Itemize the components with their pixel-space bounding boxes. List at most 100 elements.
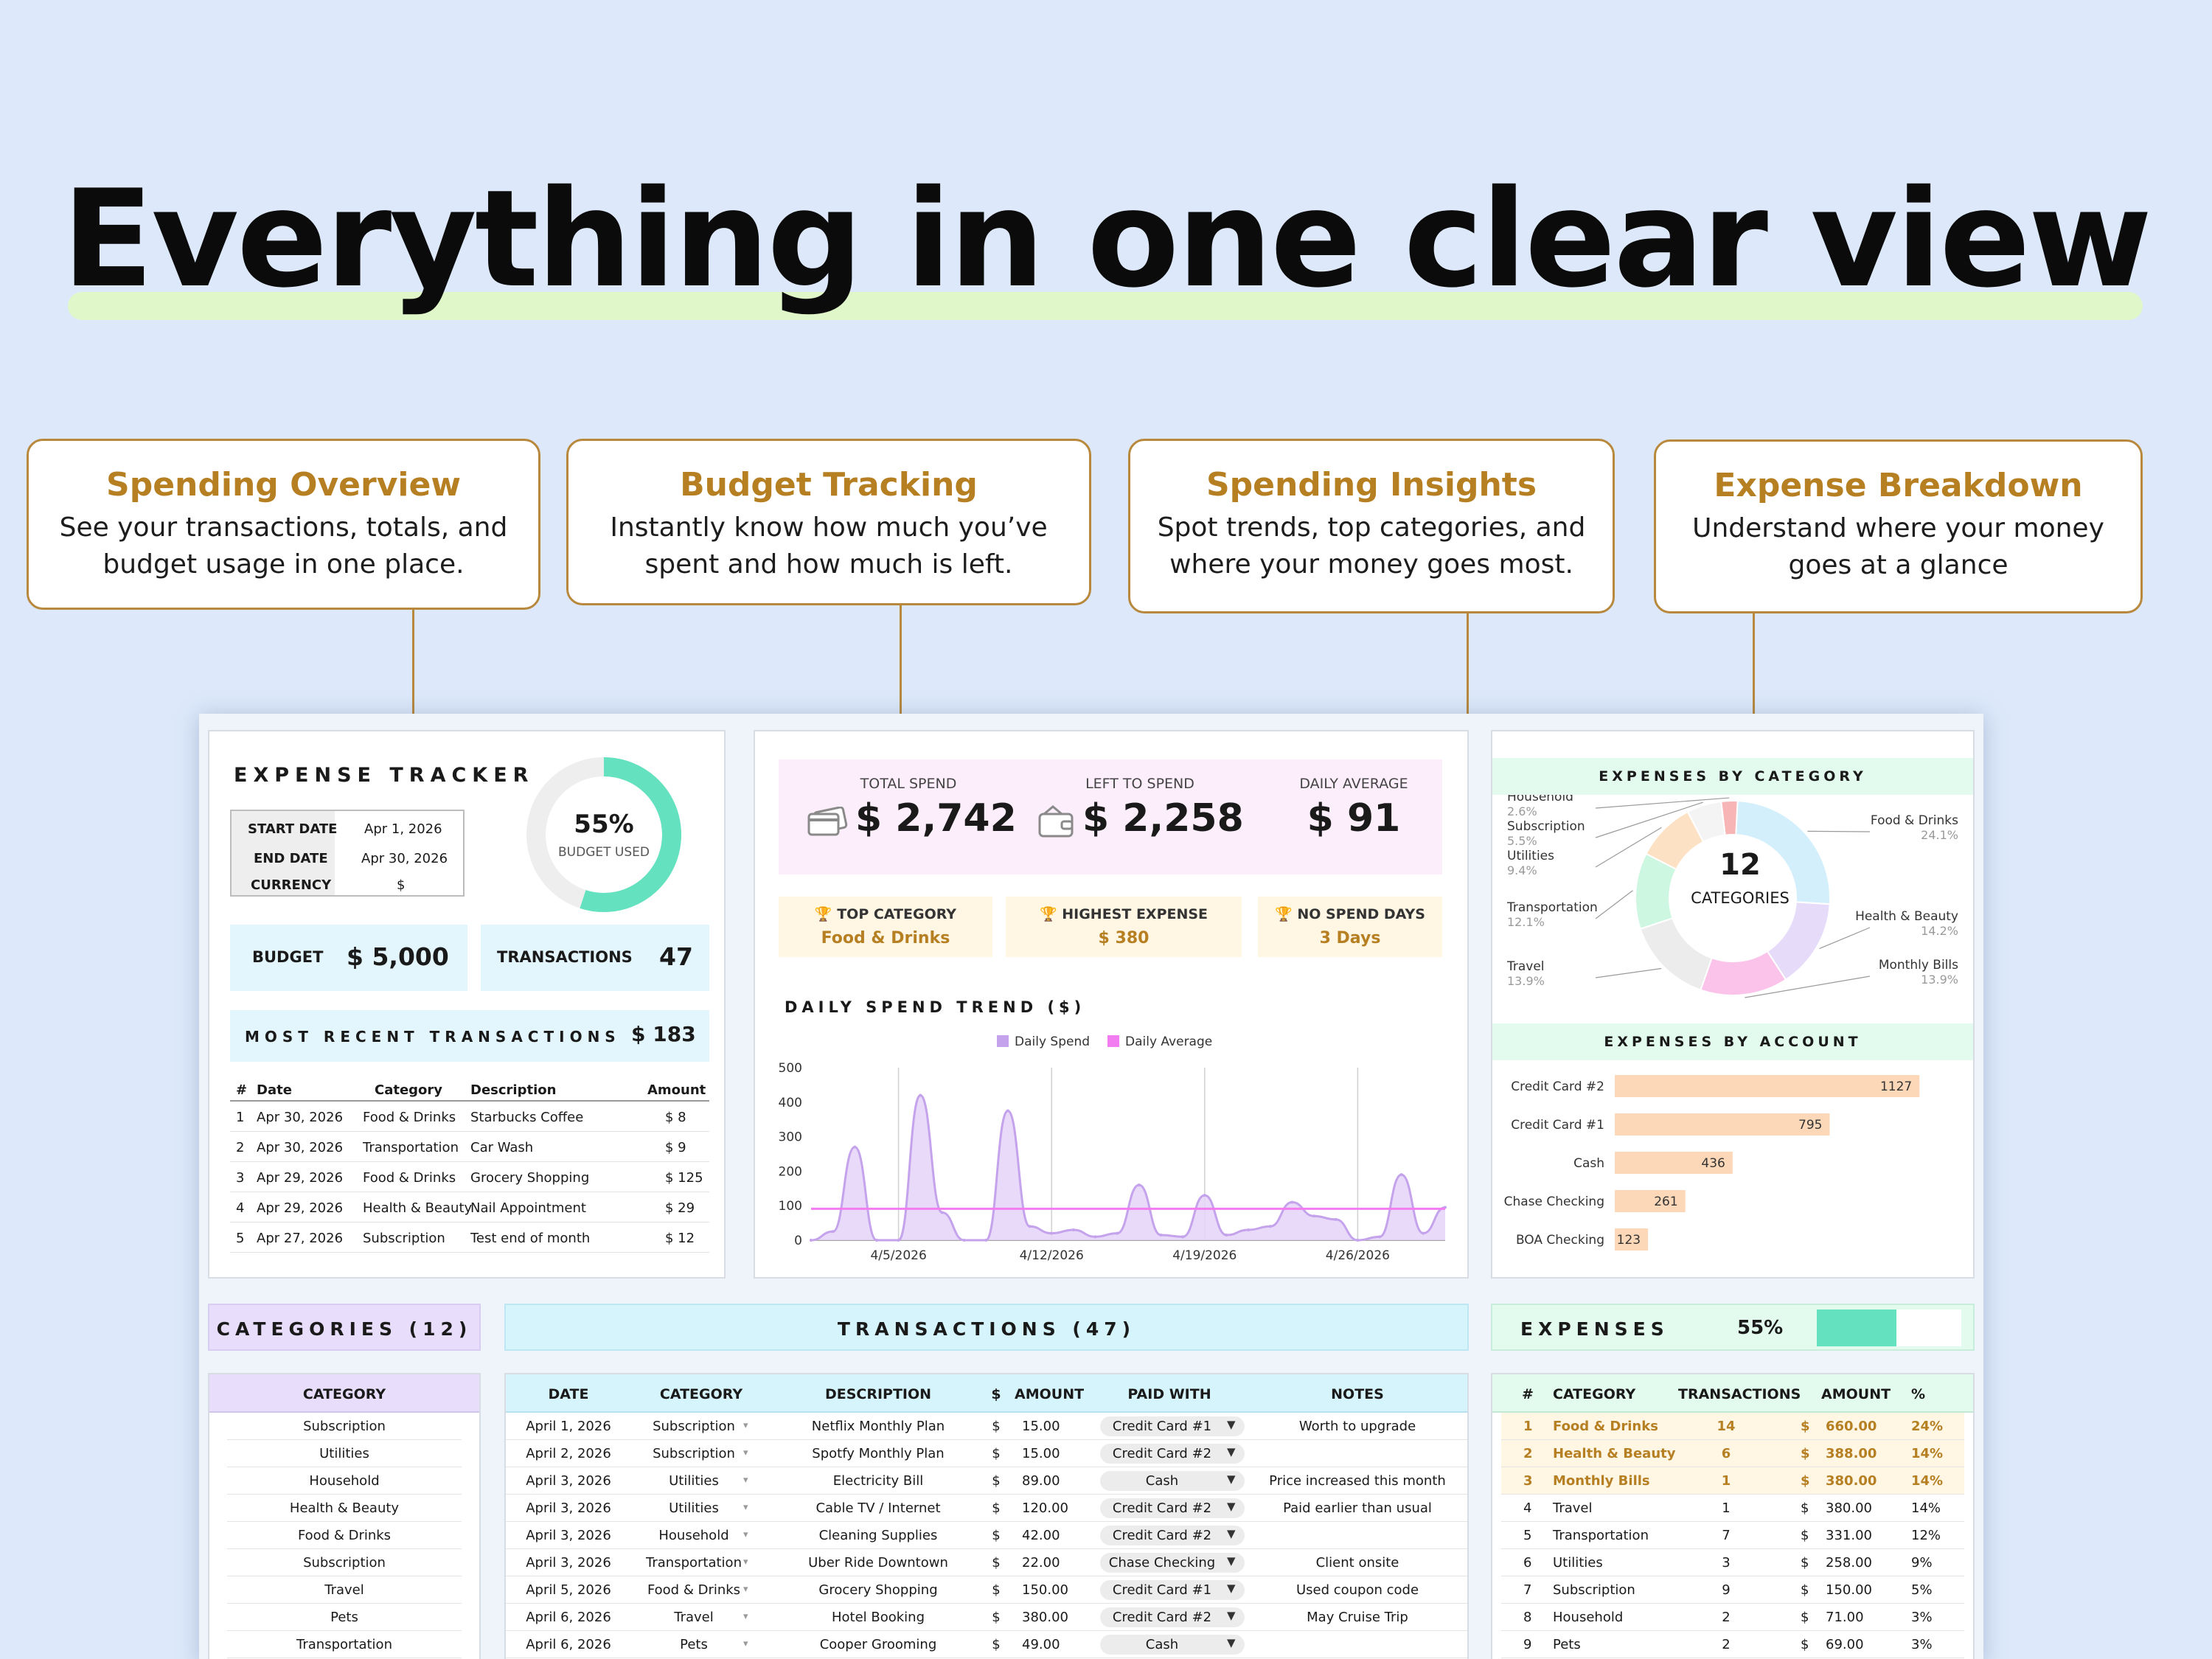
paid-with-select[interactable]: Credit Card #1 ▼ bbox=[1100, 1416, 1245, 1436]
end-date-label: END DATE bbox=[254, 851, 328, 866]
list-item[interactable]: Health & Beauty bbox=[227, 1495, 462, 1522]
amount-cell[interactable]: 15.00 bbox=[1022, 1419, 1060, 1434]
date-cell[interactable]: April 6, 2026 bbox=[526, 1637, 611, 1652]
dropdown-arrow-icon[interactable]: ▾ bbox=[743, 1447, 748, 1458]
daily-spend-point bbox=[897, 1239, 900, 1242]
list-item[interactable]: Transportation bbox=[227, 1631, 462, 1658]
dropdown-arrow-icon[interactable]: ▾ bbox=[743, 1502, 748, 1513]
dropdown-arrow-icon[interactable]: ▾ bbox=[743, 1475, 748, 1486]
chevron-down-icon: ▼ bbox=[1227, 1554, 1236, 1568]
description-cell[interactable]: Cooper Grooming bbox=[819, 1637, 937, 1652]
bar-value-label: 261 bbox=[1654, 1194, 1677, 1209]
paid-with-select[interactable]: Credit Card #2 ▼ bbox=[1100, 1526, 1245, 1545]
category-cell[interactable]: Utilities bbox=[669, 1500, 719, 1516]
amount-cell[interactable]: 150.00 bbox=[1022, 1582, 1068, 1598]
dropdown-arrow-icon[interactable]: ▾ bbox=[743, 1557, 748, 1568]
amount-cell[interactable]: 380.00 bbox=[1022, 1610, 1068, 1625]
table-row: 2 Apr 30, 2026 Transportation Car Wash $ 9 bbox=[230, 1132, 709, 1162]
list-item[interactable]: Household bbox=[227, 1467, 462, 1495]
amount-cell[interactable]: 49.00 bbox=[1022, 1637, 1060, 1652]
amount-cell[interactable]: 42.00 bbox=[1022, 1528, 1060, 1543]
paid-with-select[interactable]: Chase Checking ▼ bbox=[1100, 1553, 1245, 1573]
amount-cell[interactable]: 22.00 bbox=[1022, 1555, 1060, 1571]
notes-cell[interactable]: Paid earlier than usual bbox=[1283, 1500, 1432, 1516]
paid-with-select[interactable]: Cash ▼ bbox=[1100, 1471, 1245, 1491]
category-cell[interactable]: Subscription bbox=[653, 1446, 735, 1461]
description-cell[interactable]: Cable TV / Internet bbox=[815, 1500, 941, 1516]
daily-average-value: $ 91 bbox=[1307, 796, 1401, 841]
date-cell[interactable]: April 1, 2026 bbox=[526, 1419, 611, 1434]
paid-with-select[interactable]: Cash ▼ bbox=[1100, 1635, 1245, 1655]
percent-cell: 24% bbox=[1911, 1419, 1944, 1434]
expenses-percent: 55% bbox=[1737, 1317, 1784, 1339]
date-cell[interactable]: April 2, 2026 bbox=[526, 1446, 611, 1461]
dropdown-arrow-icon[interactable]: ▾ bbox=[743, 1584, 748, 1595]
col-header: TRANSACTIONS bbox=[1678, 1386, 1801, 1402]
daily-spend-point bbox=[1203, 1194, 1206, 1197]
notes-cell[interactable]: Worth to upgrade bbox=[1298, 1419, 1416, 1434]
description-cell[interactable]: Cleaning Supplies bbox=[818, 1528, 938, 1543]
daily-spend-point bbox=[984, 1239, 988, 1242]
dropdown-arrow-icon[interactable]: ▾ bbox=[743, 1611, 748, 1622]
callout-title: Spending Overview bbox=[106, 466, 461, 504]
description-cell[interactable]: Uber Ride Downtown bbox=[808, 1555, 948, 1571]
date-cell[interactable]: April 6, 2026 bbox=[526, 1610, 611, 1625]
notes-cell[interactable]: Client onsite bbox=[1315, 1555, 1399, 1571]
category-cell[interactable]: Travel bbox=[674, 1610, 714, 1625]
date-cell[interactable]: April 5, 2026 bbox=[526, 1582, 611, 1598]
date-cell[interactable]: April 3, 2026 bbox=[526, 1500, 611, 1516]
date-cell[interactable]: April 3, 2026 bbox=[526, 1555, 611, 1571]
currency-value[interactable]: $ bbox=[397, 877, 406, 893]
amount-cell: 69.00 bbox=[1826, 1637, 1864, 1652]
table-row: 7 Subscription 9 $150.00 5% bbox=[1501, 1576, 1964, 1604]
date-cell[interactable]: April 3, 2026 bbox=[526, 1528, 611, 1543]
notes-cell[interactable]: May Cruise Trip bbox=[1307, 1610, 1408, 1625]
description-cell[interactable]: Netflix Monthly Plan bbox=[811, 1419, 945, 1434]
callout-desc-line2: goes at a glance bbox=[1788, 549, 2008, 580]
percent-cell: 14% bbox=[1911, 1473, 1944, 1489]
list-item[interactable]: Subscription bbox=[227, 1549, 462, 1576]
category-cell[interactable]: Utilities bbox=[669, 1473, 719, 1489]
category-cell[interactable]: Transportation bbox=[646, 1555, 742, 1571]
list-item[interactable]: Food & Drinks bbox=[227, 1522, 462, 1549]
description-cell[interactable]: Electricity Bill bbox=[832, 1473, 924, 1489]
start-date-value[interactable]: Apr 1, 2026 bbox=[364, 821, 442, 837]
paid-with-select[interactable]: Credit Card #2 ▼ bbox=[1100, 1607, 1245, 1627]
headline-highlight bbox=[68, 292, 2143, 320]
category-cell[interactable]: Pets bbox=[680, 1637, 708, 1652]
transactions-cell: 2 bbox=[1722, 1637, 1731, 1652]
daily-spend-area bbox=[811, 1095, 1445, 1240]
slice-percent: 24.1% bbox=[1921, 828, 1958, 842]
amount-cell[interactable]: 89.00 bbox=[1022, 1473, 1060, 1489]
description-cell[interactable]: Hotel Booking bbox=[831, 1610, 925, 1625]
badge-value: $ 380 bbox=[1098, 929, 1150, 947]
list-item[interactable]: Pets bbox=[227, 1604, 462, 1631]
currency-cell: $ bbox=[1801, 1555, 1809, 1571]
dropdown-arrow-icon[interactable]: ▾ bbox=[743, 1529, 748, 1540]
daily-spend-chart: Daily Spend Daily Average 0 100 200 300 400 500… bbox=[779, 1034, 1447, 1263]
notes-cell[interactable]: Used coupon code bbox=[1295, 1582, 1419, 1598]
amount-cell[interactable]: 15.00 bbox=[1022, 1446, 1060, 1461]
category-cell[interactable]: Food & Drinks bbox=[647, 1582, 741, 1598]
list-item[interactable]: Utilities bbox=[227, 1440, 462, 1467]
dropdown-arrow-icon[interactable]: ▾ bbox=[743, 1638, 748, 1649]
expenses-progress-track bbox=[1817, 1310, 1961, 1346]
category-cell[interactable]: Household bbox=[658, 1528, 729, 1543]
table-cell: Apr 29, 2026 bbox=[257, 1170, 344, 1186]
paid-with-select[interactable]: Credit Card #1 ▼ bbox=[1100, 1580, 1245, 1600]
end-date-value[interactable]: Apr 30, 2026 bbox=[361, 851, 448, 866]
category-chart-title: EXPENSES BY CATEGORY bbox=[1599, 768, 1867, 785]
list-item[interactable]: Subscription bbox=[227, 1413, 462, 1440]
list-item[interactable]: Travel bbox=[227, 1576, 462, 1604]
description-cell[interactable]: Spotfy Monthly Plan bbox=[812, 1446, 945, 1461]
amount-cell[interactable]: 120.00 bbox=[1022, 1500, 1068, 1516]
dropdown-arrow-icon[interactable]: ▾ bbox=[743, 1420, 748, 1431]
category-cell[interactable]: Subscription bbox=[653, 1419, 735, 1434]
credit-card-icon bbox=[807, 807, 848, 836]
description-cell[interactable]: Grocery Shopping bbox=[818, 1582, 938, 1598]
date-cell[interactable]: April 3, 2026 bbox=[526, 1473, 611, 1489]
notes-cell[interactable]: Price increased this month bbox=[1269, 1473, 1446, 1489]
paid-with-select[interactable]: Credit Card #2 ▼ bbox=[1100, 1498, 1245, 1518]
currency-cell: $ bbox=[992, 1473, 1001, 1489]
paid-with-select[interactable]: Credit Card #2 ▼ bbox=[1100, 1444, 1245, 1464]
